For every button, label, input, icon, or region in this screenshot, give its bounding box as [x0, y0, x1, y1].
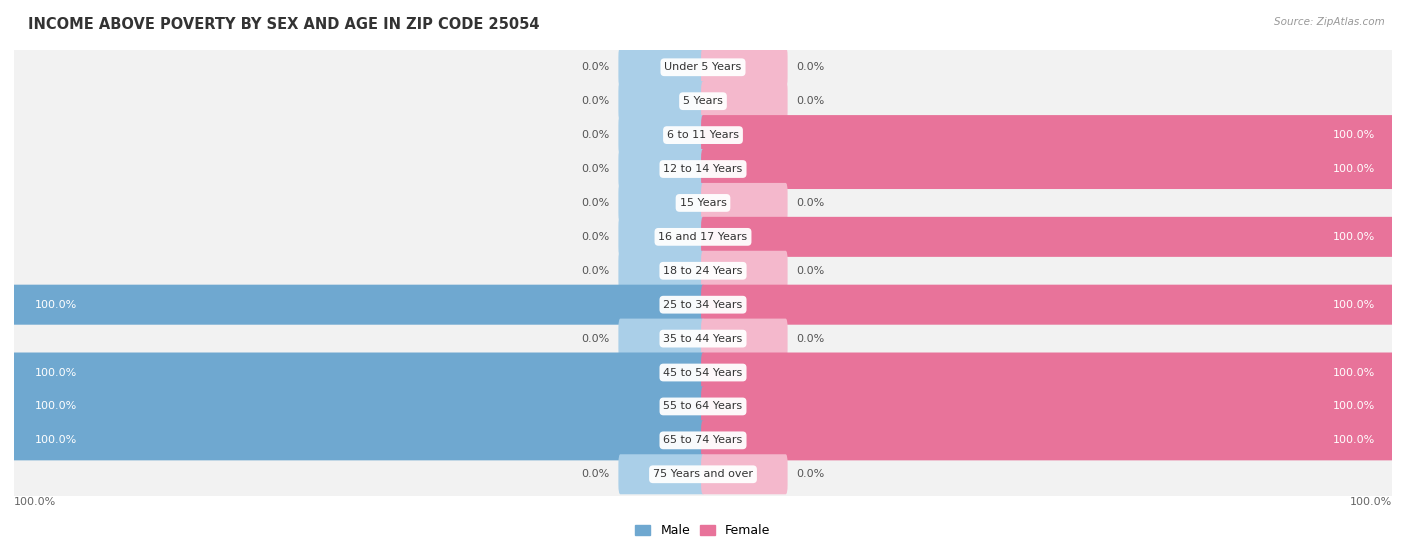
Text: 65 to 74 Years: 65 to 74 Years [664, 435, 742, 446]
FancyBboxPatch shape [13, 79, 1393, 123]
FancyBboxPatch shape [702, 319, 787, 359]
FancyBboxPatch shape [13, 420, 704, 461]
Text: 100.0%: 100.0% [1333, 164, 1375, 174]
FancyBboxPatch shape [13, 249, 1393, 292]
Text: 6 to 11 Years: 6 to 11 Years [666, 130, 740, 140]
FancyBboxPatch shape [13, 419, 1393, 462]
FancyBboxPatch shape [619, 319, 704, 359]
Text: 75 Years and over: 75 Years and over [652, 469, 754, 479]
FancyBboxPatch shape [13, 148, 1393, 191]
Text: 0.0%: 0.0% [582, 130, 610, 140]
FancyBboxPatch shape [13, 386, 704, 427]
Text: 45 to 54 Years: 45 to 54 Years [664, 367, 742, 377]
Text: 100.0%: 100.0% [35, 401, 77, 411]
Text: Under 5 Years: Under 5 Years [665, 62, 741, 72]
FancyBboxPatch shape [702, 149, 1393, 189]
FancyBboxPatch shape [702, 81, 787, 121]
Text: 12 to 14 Years: 12 to 14 Years [664, 164, 742, 174]
Text: 0.0%: 0.0% [582, 62, 610, 72]
FancyBboxPatch shape [702, 217, 1393, 257]
FancyBboxPatch shape [13, 353, 704, 392]
FancyBboxPatch shape [702, 285, 1393, 325]
FancyBboxPatch shape [619, 454, 704, 494]
Text: 0.0%: 0.0% [582, 469, 610, 479]
Text: 0.0%: 0.0% [582, 164, 610, 174]
FancyBboxPatch shape [13, 285, 704, 325]
FancyBboxPatch shape [13, 283, 1393, 326]
Text: 100.0%: 100.0% [1333, 232, 1375, 242]
FancyBboxPatch shape [13, 351, 1393, 394]
FancyBboxPatch shape [13, 317, 1393, 361]
FancyBboxPatch shape [702, 386, 1393, 427]
Text: 0.0%: 0.0% [582, 232, 610, 242]
Text: 0.0%: 0.0% [796, 334, 824, 344]
Text: 100.0%: 100.0% [1333, 300, 1375, 310]
Text: 16 and 17 Years: 16 and 17 Years [658, 232, 748, 242]
Text: 0.0%: 0.0% [796, 266, 824, 276]
Text: Source: ZipAtlas.com: Source: ZipAtlas.com [1274, 17, 1385, 27]
FancyBboxPatch shape [619, 183, 704, 223]
FancyBboxPatch shape [702, 115, 1393, 155]
FancyBboxPatch shape [702, 420, 1393, 461]
Text: 0.0%: 0.0% [582, 96, 610, 106]
Text: 0.0%: 0.0% [796, 469, 824, 479]
FancyBboxPatch shape [13, 46, 1393, 89]
Text: 100.0%: 100.0% [1333, 130, 1375, 140]
Text: 25 to 34 Years: 25 to 34 Years [664, 300, 742, 310]
Text: 55 to 64 Years: 55 to 64 Years [664, 401, 742, 411]
FancyBboxPatch shape [13, 385, 1393, 428]
Text: 0.0%: 0.0% [582, 198, 610, 208]
FancyBboxPatch shape [13, 113, 1393, 157]
FancyBboxPatch shape [619, 251, 704, 291]
Text: 100.0%: 100.0% [1333, 367, 1375, 377]
Text: 100.0%: 100.0% [35, 435, 77, 446]
FancyBboxPatch shape [702, 353, 1393, 392]
FancyBboxPatch shape [619, 48, 704, 87]
FancyBboxPatch shape [702, 251, 787, 291]
FancyBboxPatch shape [702, 183, 787, 223]
Text: 100.0%: 100.0% [35, 367, 77, 377]
FancyBboxPatch shape [619, 217, 704, 257]
FancyBboxPatch shape [13, 215, 1393, 259]
Text: 0.0%: 0.0% [796, 96, 824, 106]
Text: 100.0%: 100.0% [1333, 401, 1375, 411]
Text: 0.0%: 0.0% [582, 266, 610, 276]
Text: 100.0%: 100.0% [1333, 435, 1375, 446]
Text: 15 Years: 15 Years [679, 198, 727, 208]
FancyBboxPatch shape [619, 149, 704, 189]
Legend: Male, Female: Male, Female [630, 519, 776, 542]
Text: 100.0%: 100.0% [14, 498, 56, 508]
FancyBboxPatch shape [619, 115, 704, 155]
Text: 0.0%: 0.0% [796, 62, 824, 72]
Text: 18 to 24 Years: 18 to 24 Years [664, 266, 742, 276]
Text: 5 Years: 5 Years [683, 96, 723, 106]
Text: 100.0%: 100.0% [35, 300, 77, 310]
Text: INCOME ABOVE POVERTY BY SEX AND AGE IN ZIP CODE 25054: INCOME ABOVE POVERTY BY SEX AND AGE IN Z… [28, 17, 540, 32]
Text: 35 to 44 Years: 35 to 44 Years [664, 334, 742, 344]
FancyBboxPatch shape [702, 454, 787, 494]
Text: 100.0%: 100.0% [1350, 498, 1392, 508]
FancyBboxPatch shape [619, 81, 704, 121]
Text: 0.0%: 0.0% [582, 334, 610, 344]
FancyBboxPatch shape [13, 181, 1393, 225]
FancyBboxPatch shape [702, 48, 787, 87]
FancyBboxPatch shape [13, 453, 1393, 496]
Text: 0.0%: 0.0% [796, 198, 824, 208]
